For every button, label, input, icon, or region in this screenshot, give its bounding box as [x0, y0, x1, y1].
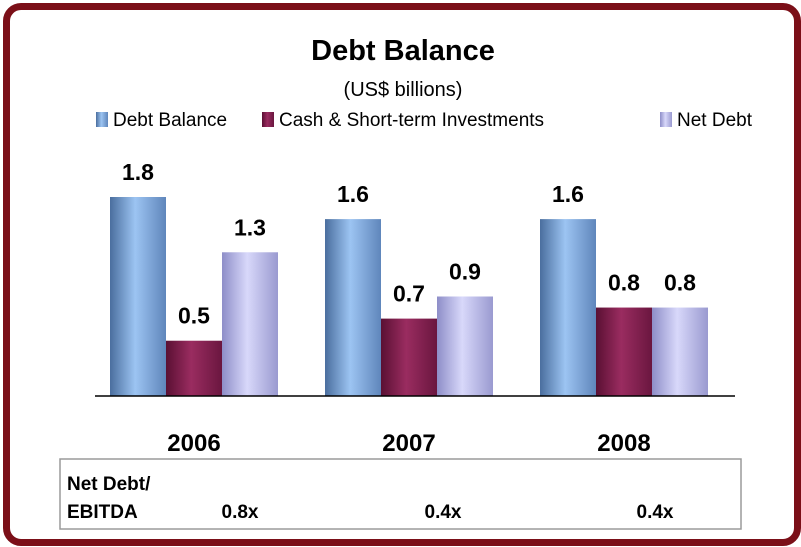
bar-2006-0	[110, 197, 166, 396]
bar-2007-2	[437, 296, 493, 396]
table-value-2: 0.4x	[637, 502, 674, 523]
ratio-table-box	[59, 458, 742, 530]
bar-2008-0	[540, 219, 596, 396]
value-label-2006-2: 1.3	[234, 214, 266, 240]
value-label-2007-1: 0.7	[393, 281, 425, 307]
legend-label-1: Cash & Short-term Investments	[279, 110, 544, 131]
legend-swatch-0	[96, 112, 108, 127]
bar-2008-1	[596, 307, 652, 396]
chart-subtitle: (US$ billions)	[344, 79, 463, 101]
category-label-2006: 2006	[167, 430, 220, 457]
legend: Debt Balance Cash & Short-term Investment…	[96, 110, 753, 131]
bar-2007-1	[381, 318, 437, 396]
chart-title: Debt Balance	[311, 35, 495, 67]
category-label-2008: 2008	[597, 430, 650, 457]
table-values: 0.8x 0.4x 0.4x	[222, 502, 674, 523]
table-value-0: 0.8x	[222, 502, 259, 523]
legend-swatch-2	[660, 112, 672, 127]
category-label-2007: 2007	[382, 430, 435, 457]
legend-label-2: Net Debt	[677, 110, 753, 131]
table-value-1: 0.4x	[425, 502, 462, 523]
legend-label-0: Debt Balance	[113, 110, 227, 131]
legend-swatch-1	[262, 112, 274, 127]
value-label-2007-2: 0.9	[449, 259, 481, 285]
category-labels: 2006 2007 2008	[167, 430, 650, 457]
bar-2008-2	[652, 307, 708, 396]
bar-2007-0	[325, 219, 381, 396]
value-label-2006-0: 1.8	[122, 159, 154, 185]
value-label-2008-2: 0.8	[664, 270, 696, 296]
bars	[110, 197, 708, 396]
value-label-2008-1: 0.8	[608, 270, 640, 296]
table-row-label-line1: Net Debt/	[67, 474, 151, 495]
value-label-2007-0: 1.6	[337, 181, 369, 207]
value-labels: 1.8 0.5 1.3 1.6 0.7 0.9 1.6 0.8 0.8	[122, 159, 696, 329]
bar-2006-1	[166, 340, 222, 396]
bar-2006-2	[222, 252, 278, 396]
table-row-label-line2: EBITDA	[67, 502, 138, 523]
value-label-2006-1: 0.5	[178, 303, 210, 329]
value-label-2008-0: 1.6	[552, 181, 584, 207]
